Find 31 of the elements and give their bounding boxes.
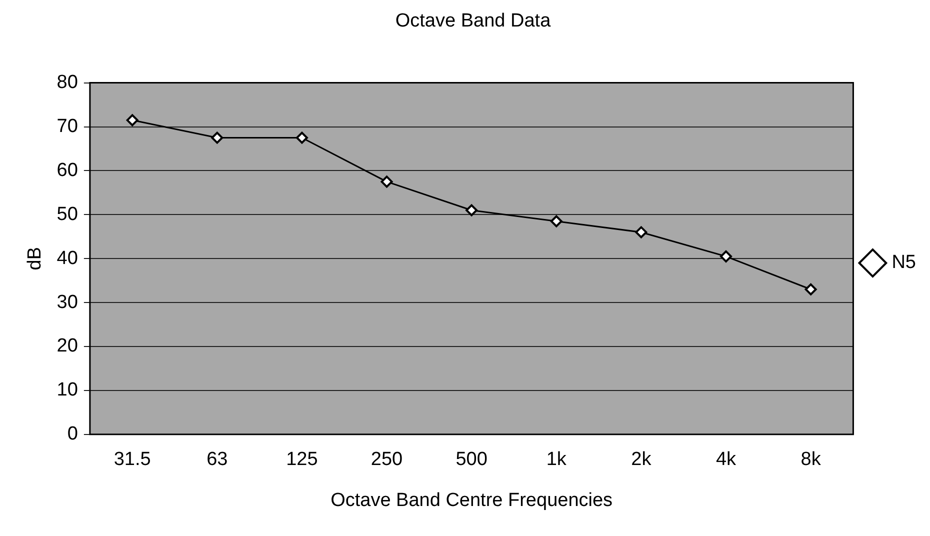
y-tick-label: 10 bbox=[56, 380, 78, 401]
y-tick-label: 60 bbox=[56, 160, 78, 181]
x-axis-title: Octave Band Centre Frequencies bbox=[330, 490, 613, 511]
x-tick-label: 31.5 bbox=[114, 449, 151, 470]
point bbox=[804, 283, 817, 296]
x-tick-label: 2k bbox=[631, 449, 652, 470]
y-tick-label: 30 bbox=[56, 292, 78, 313]
y-tick-label: 40 bbox=[56, 248, 78, 269]
x-tick-label: 63 bbox=[206, 449, 228, 470]
x-tick-label: 500 bbox=[456, 449, 488, 470]
x-tick-label: 8k bbox=[800, 449, 822, 470]
point bbox=[211, 132, 224, 144]
y-axis-title: dB bbox=[24, 246, 46, 270]
y-tick-label: 20 bbox=[56, 336, 78, 357]
point bbox=[635, 226, 648, 238]
y-tick-label: 80 bbox=[56, 72, 78, 94]
point bbox=[380, 176, 393, 188]
point bbox=[720, 250, 732, 262]
x-tick-label: 125 bbox=[286, 449, 318, 470]
x-tick-label: 1k bbox=[546, 449, 567, 470]
point bbox=[126, 114, 138, 126]
y-tick-label: 50 bbox=[56, 204, 78, 225]
x-tick-label: 250 bbox=[370, 449, 403, 470]
y-tick-label: 0 bbox=[67, 424, 78, 445]
point bbox=[550, 215, 562, 228]
chart-title: Octave Band Data bbox=[395, 10, 552, 32]
x-tick-label: 4k bbox=[716, 449, 737, 470]
legend-label: N5 bbox=[892, 252, 916, 274]
y-tick-label: 70 bbox=[56, 116, 78, 137]
point bbox=[296, 132, 308, 144]
point bbox=[466, 204, 478, 216]
